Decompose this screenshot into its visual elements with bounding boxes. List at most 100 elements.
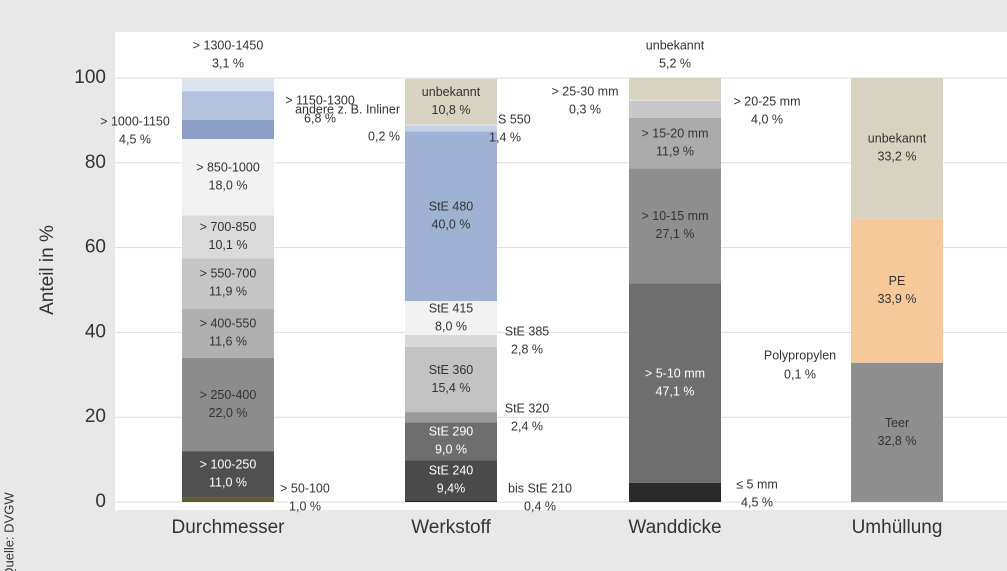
bar-segment	[405, 301, 497, 335]
segment-value-label: 11,9 %	[656, 144, 694, 158]
segment-name: PE	[889, 274, 906, 288]
bar-segment	[182, 308, 274, 358]
segment-value-label: 27,1 %	[656, 227, 695, 241]
segment-name: > 1150-1300	[285, 93, 355, 107]
bar-segment	[182, 119, 274, 140]
segment-value-label: 4,5 %	[119, 132, 151, 146]
y-tick-label: 100	[74, 67, 106, 88]
segment-value-label: 11,9 %	[209, 285, 247, 299]
y-tick-label: 40	[85, 321, 106, 342]
bar-segment	[405, 124, 497, 126]
segment-value-label: 4,0 %	[751, 112, 783, 126]
segment-name: > 25-30 mm	[551, 84, 618, 98]
segment-value-label: 1,4 %	[489, 130, 521, 144]
segment-value-label: 11,0 %	[209, 476, 247, 490]
segment-name: ≤ 5 mm	[736, 477, 778, 491]
bar-segment	[182, 91, 274, 120]
segment-value-label: 18,0 %	[209, 179, 248, 193]
y-tick-label: 20	[85, 406, 106, 427]
segment-value-label: 15,4 %	[432, 381, 471, 395]
segment-value-label: 8,0 %	[435, 319, 467, 333]
segment-name: bis StE 210	[508, 481, 572, 495]
segment-value-label: 22,0 %	[209, 406, 248, 420]
segment-value-label: 3,1 %	[212, 56, 244, 70]
segment-name: > 1000-1150	[100, 114, 170, 128]
bar-segment	[629, 168, 721, 284]
segment-name: StE 290	[429, 425, 474, 439]
bar-segment	[405, 346, 497, 413]
bar-segment	[182, 357, 274, 452]
segment-value-label: 0,3 %	[569, 102, 601, 116]
bar-segment	[182, 258, 274, 309]
segment-value-label: 0,4 %	[524, 499, 556, 513]
y-tick-label: 80	[85, 152, 106, 173]
segment-name: > 5-10 mm	[645, 366, 705, 380]
segment-name: > 400-550	[200, 317, 257, 331]
segment-name: StE 480	[429, 200, 474, 214]
segment-value-label: 2,8 %	[511, 342, 543, 356]
y-tick-label: 60	[85, 237, 106, 258]
segment-name: > 250-400	[200, 388, 257, 402]
segment-name: Polypropylen	[764, 348, 836, 362]
segment-value-label: 1,0 %	[289, 499, 321, 513]
source: Quelle: DVGW	[1, 492, 16, 571]
x-tick-label: Werkstoff	[411, 517, 491, 538]
y-axis-label: Anteil in %	[37, 225, 58, 315]
bar-segment	[851, 78, 943, 219]
segment-name: > 850-1000	[196, 161, 260, 175]
segment-name: StE 385	[505, 324, 550, 338]
bar-segment	[629, 283, 721, 483]
bar-segment	[182, 78, 274, 92]
segment-name: > 1300-1450	[193, 38, 264, 52]
segment-name: > 550-700	[200, 267, 257, 281]
bar-segment	[405, 412, 497, 423]
segment-value-label: 10,8 %	[432, 103, 471, 117]
segment-name: StE 320	[505, 401, 550, 415]
y-tick-label: 0	[95, 491, 106, 512]
segment-value-label: 33,2 %	[878, 150, 917, 164]
bar-segment	[405, 131, 497, 302]
bar-segment	[851, 362, 943, 502]
segment-value-label: 9,0 %	[435, 443, 467, 457]
segment-value-label: 11,6 %	[209, 335, 247, 349]
segment-value-label: 10,1 %	[209, 238, 248, 252]
segment-name: > 700-850	[200, 220, 257, 234]
segment-name: > 20-25 mm	[733, 94, 800, 108]
bar-segment	[405, 460, 497, 501]
segment-name: > 15-20 mm	[641, 126, 708, 140]
segment-value-label: 0,1 %	[784, 367, 816, 381]
segment-value-label: 2,4 %	[511, 419, 543, 433]
x-tick-label: Umhüllung	[852, 517, 943, 538]
bar-segment	[629, 482, 721, 502]
segment-value-label: 33,9 %	[878, 292, 917, 306]
bar-segment	[629, 100, 721, 118]
bar-segment	[182, 451, 274, 498]
segment-value-label: 6,8 %	[304, 111, 336, 125]
segment-name: Teer	[885, 416, 909, 430]
segment-value-label: 47,1 %	[656, 384, 695, 398]
bar-segment	[629, 77, 721, 100]
segment-name: andere z. B. Inliner	[295, 102, 400, 116]
segment-name: > 50-100	[280, 481, 330, 495]
segment-name: StE 240	[429, 464, 474, 478]
bar-segment	[405, 500, 497, 502]
segment-value-label: 0,2 %	[368, 129, 400, 143]
segment-name: unbekannt	[422, 85, 481, 99]
x-tick-label: Durchmesser	[172, 517, 286, 538]
segment-value-label: 4,5 %	[741, 495, 773, 509]
bar-segment	[182, 497, 274, 502]
bar-segment	[629, 99, 721, 101]
bar-segment	[405, 422, 497, 461]
segment-value-label: 32,8 %	[878, 434, 917, 448]
bar-segment	[182, 215, 274, 259]
bar-segment	[629, 117, 721, 169]
segment-name: unbekannt	[646, 38, 705, 52]
bar-segment	[405, 125, 497, 132]
segment-value-label: 9,4%	[437, 482, 466, 496]
bar-segment	[851, 218, 943, 363]
bar-segment	[405, 334, 497, 347]
bar-segment	[182, 139, 274, 216]
bar-segment	[405, 78, 497, 125]
segment-value-label: 40,0 %	[432, 218, 471, 232]
